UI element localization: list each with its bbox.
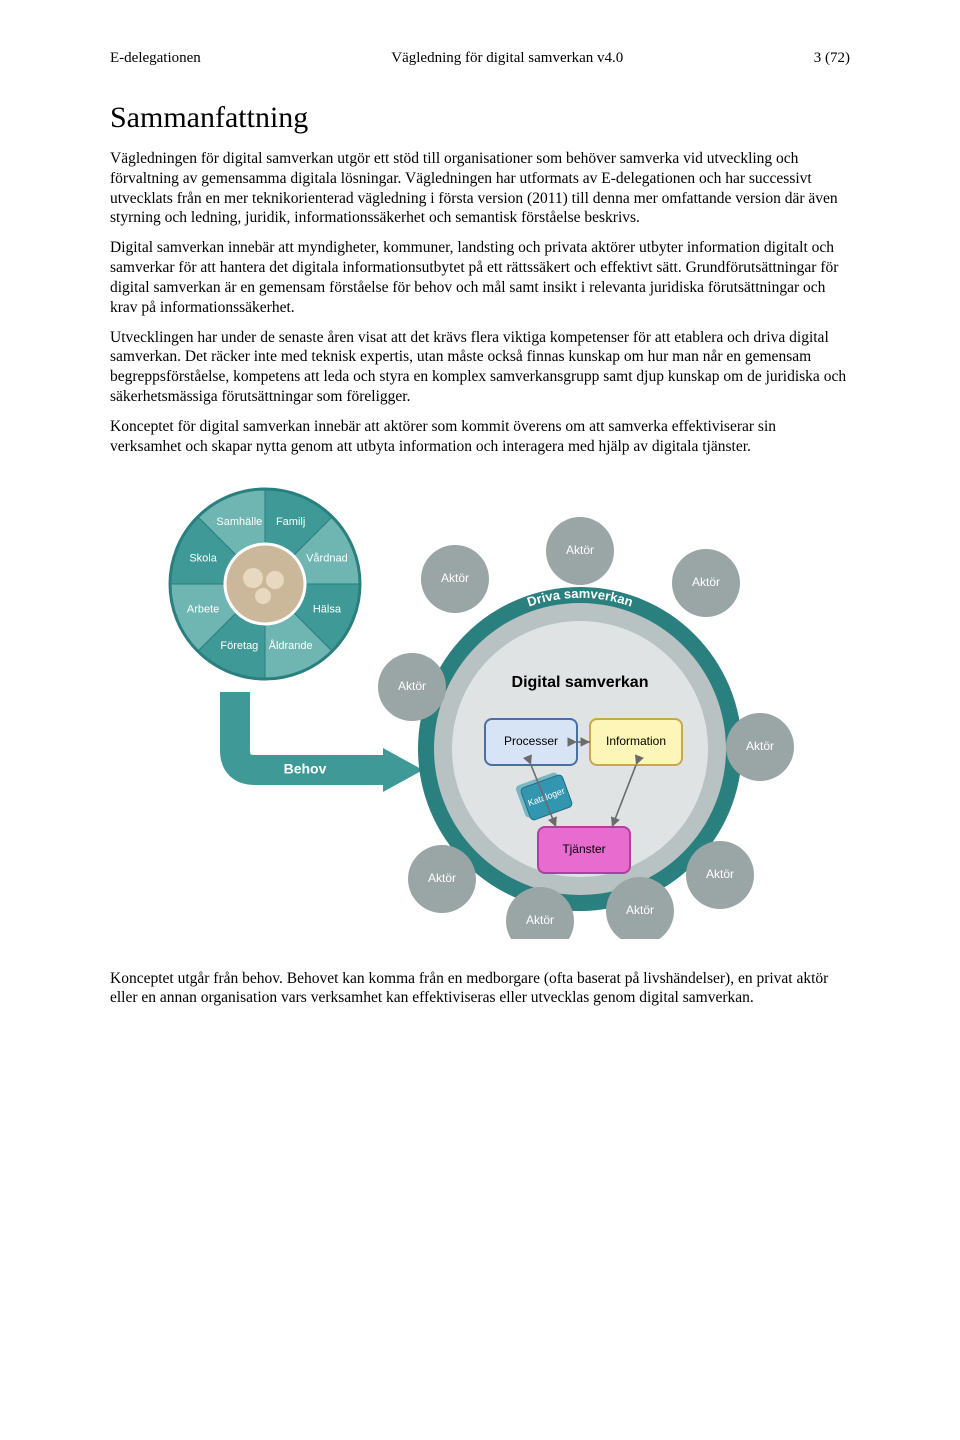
svg-text:Samhälle: Samhälle (216, 516, 262, 528)
svg-text:Åldrande: Åldrande (269, 638, 313, 651)
svg-text:Information: Information (606, 734, 666, 748)
header-center: Vägledning för digital samverkan v4.0 (391, 50, 623, 67)
svg-text:Vårdnad: Vårdnad (306, 552, 348, 564)
page-title: Sammanfattning (110, 101, 850, 135)
svg-text:Företag: Företag (220, 639, 258, 651)
body-paragraph: Vägledningen för digital samverkan utgör… (110, 149, 850, 228)
svg-text:Aktör: Aktör (441, 571, 469, 585)
diagram-svg: Familj Vårdnad Hälsa Åldrande Företag Arbete S… (150, 479, 810, 939)
svg-text:Aktör: Aktör (526, 913, 554, 927)
svg-text:Aktör: Aktör (398, 679, 426, 693)
svg-text:Aktör: Aktör (706, 867, 734, 881)
svg-text:Familj: Familj (276, 516, 305, 528)
svg-text:Aktör: Aktör (746, 739, 774, 753)
svg-text:Arbete: Arbete (187, 603, 219, 615)
svg-text:Skola: Skola (189, 552, 217, 564)
svg-text:Hälsa: Hälsa (313, 603, 342, 615)
body-paragraph: Utvecklingen har under de senaste åren v… (110, 328, 850, 407)
page-header: E-delegationen Vägledning för digital sa… (110, 50, 850, 67)
svg-text:Aktör: Aktör (626, 903, 654, 917)
header-left: E-delegationen (110, 50, 201, 67)
header-right: 3 (72) (814, 50, 850, 67)
svg-text:Processer: Processer (504, 734, 558, 748)
svg-text:Aktör: Aktör (566, 543, 594, 557)
svg-text:Digital samverkan: Digital samverkan (512, 674, 649, 691)
svg-text:Aktör: Aktör (692, 575, 720, 589)
svg-text:Behov: Behov (284, 760, 327, 776)
body-paragraph: Konceptet för digital samverkan innebär … (110, 417, 850, 457)
body-paragraph: Digital samverkan innebär att myndighete… (110, 238, 850, 317)
concept-diagram: Familj Vårdnad Hälsa Åldrande Företag Arbete S… (110, 479, 850, 939)
closing-paragraph: Konceptet utgår från behov. Behovet kan … (110, 969, 850, 1009)
svg-text:Tjänster: Tjänster (562, 842, 605, 856)
svg-text:Aktör: Aktör (428, 871, 456, 885)
